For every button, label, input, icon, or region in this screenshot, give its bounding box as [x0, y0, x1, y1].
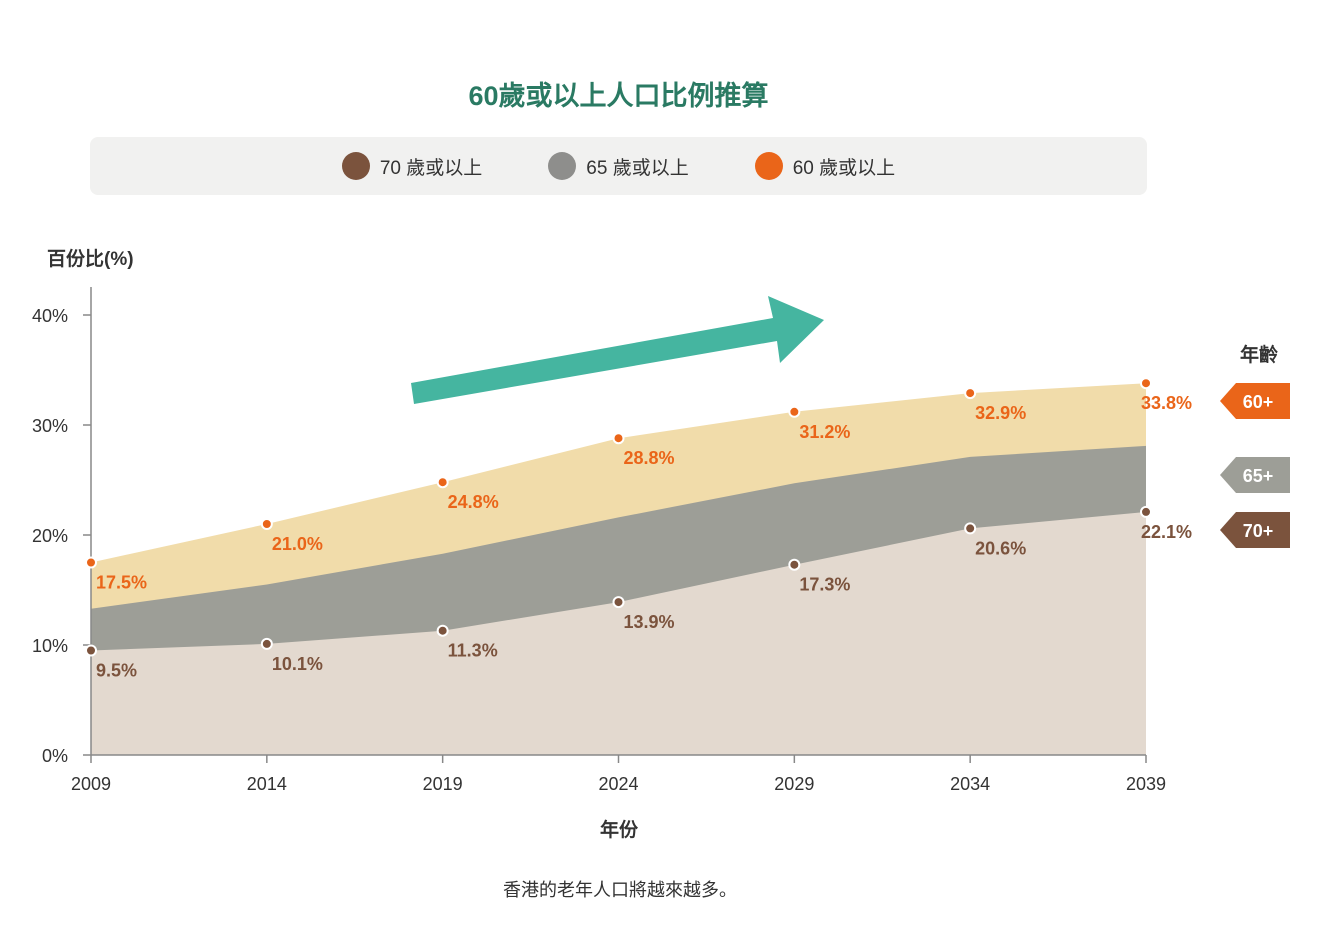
point-60plus [85, 556, 97, 569]
legend-dot-60 [754, 152, 783, 180]
trend-arrow [411, 296, 824, 404]
data-label-70plus: 22.1% [1141, 522, 1192, 542]
point-60plus [436, 476, 449, 489]
point-70plus [788, 558, 801, 571]
data-label-70plus: 9.5% [96, 661, 137, 681]
legend-item-60: 60 歲或以上 [754, 152, 896, 180]
data-label-70plus: 20.6% [975, 538, 1026, 558]
point-70plus [964, 522, 977, 535]
x-tick-label: 2009 [71, 774, 111, 794]
x-tick-label: 2029 [774, 774, 814, 794]
y-tick-label: 10% [32, 636, 68, 656]
point-70plus [85, 644, 97, 657]
data-label-70plus: 10.1% [272, 654, 323, 674]
point-70plus [436, 624, 449, 637]
side-legend-label-70plus: 70+ [1243, 521, 1274, 541]
data-label-60plus: 33.8% [1141, 393, 1192, 413]
data-label-70plus: 17.3% [799, 575, 850, 595]
y-tick-label: 20% [32, 526, 68, 546]
y-axis-title: 百份比(%) [47, 247, 134, 270]
chart-caption: 香港的老年人口將越來越多。 [503, 880, 737, 900]
area-70plus [91, 511, 1146, 755]
data-label-60plus: 28.8% [624, 448, 675, 468]
x-tick-label: 2039 [1126, 774, 1166, 794]
chart-title: 60歲或以上人口比例推算 [468, 81, 769, 111]
point-70plus [1140, 505, 1152, 518]
y-tick-label: 30% [32, 416, 68, 436]
side-legend-title: 年齡 [1240, 343, 1278, 366]
data-label-70plus: 11.3% [448, 641, 498, 661]
x-tick-label: 2024 [598, 774, 638, 794]
side-legend-label-65plus: 65+ [1243, 466, 1274, 486]
legend-item-65: 65 歲或以上 [548, 152, 689, 180]
legend-item-70: 70 歲或以上 [341, 152, 483, 180]
side-legend-tag-60plus [1220, 383, 1290, 419]
legend-label-65: 65 歲或以上 [586, 157, 689, 179]
data-label-60plus: 17.5% [96, 573, 147, 593]
x-tick-label: 2014 [247, 774, 287, 794]
legend-label-70: 70 歲或以上 [379, 157, 483, 179]
point-70plus [612, 596, 625, 609]
point-60plus [788, 405, 801, 418]
legend-dot-70 [341, 152, 370, 180]
x-tick-label: 2034 [950, 774, 990, 794]
data-label-70plus: 13.9% [624, 612, 675, 632]
legend-dot-65 [548, 152, 577, 180]
x-tick-label: 2019 [423, 774, 463, 794]
side-legend-tag-65plus [1220, 457, 1290, 493]
y-tick-label: 40% [32, 306, 68, 326]
data-label-60plus: 31.2% [799, 422, 850, 442]
legend-bar: 70 歲或以上 65 歲或以上 60 歲或以上 [90, 137, 1147, 195]
x-axis-title: 年份 [600, 818, 639, 841]
point-70plus [260, 637, 273, 650]
point-60plus [260, 518, 273, 530]
data-label-60plus: 21.0% [272, 534, 323, 554]
y-tick-label: 0% [42, 746, 68, 766]
point-60plus [1140, 377, 1152, 390]
point-60plus [612, 432, 625, 445]
data-label-60plus: 24.8% [448, 492, 499, 512]
legend-label-60: 60 歲或以上 [792, 157, 896, 179]
point-60plus [964, 387, 977, 400]
data-label-60plus: 32.9% [975, 403, 1026, 423]
side-legend-tag-70plus [1220, 512, 1290, 548]
side-legend-label-60plus: 60+ [1243, 392, 1274, 412]
